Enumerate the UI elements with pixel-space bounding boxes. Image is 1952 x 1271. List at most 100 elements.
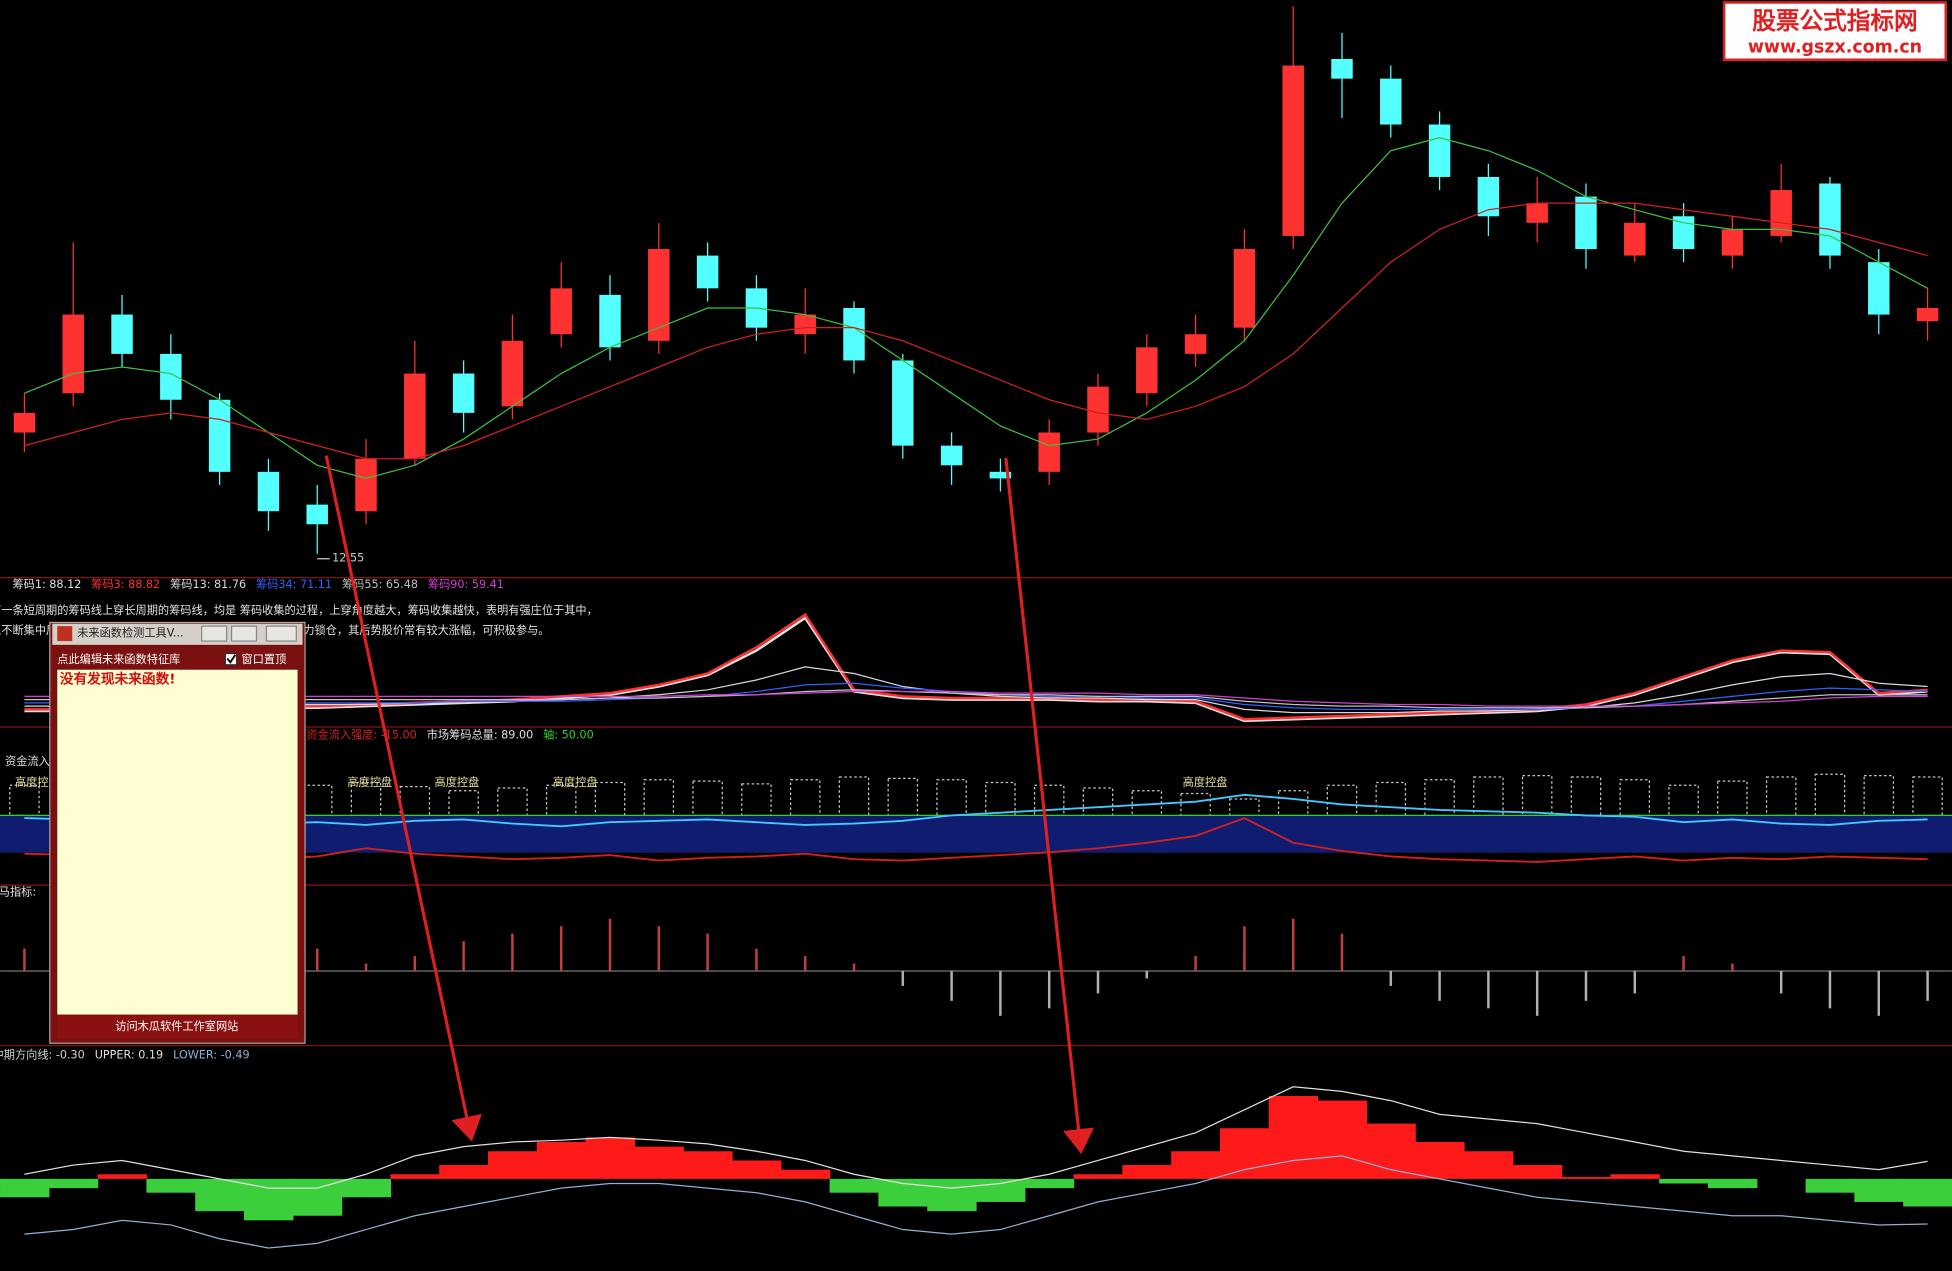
candle-body <box>208 399 231 472</box>
candle-body <box>550 288 572 335</box>
histogram-bar <box>23 948 26 971</box>
annotation: 高度控盘 <box>347 775 392 789</box>
histogram-bar <box>1096 970 1100 994</box>
pin-checkbox[interactable] <box>224 652 238 666</box>
area-step <box>1415 1142 1465 1179</box>
window-title: 未来函数检测工具V... <box>77 626 183 640</box>
moving-average <box>24 202 1928 460</box>
histogram-bar <box>1584 970 1588 1001</box>
annotation: 高度控盘 <box>553 775 598 789</box>
candle-body <box>892 360 914 446</box>
histogram-bar <box>1047 970 1051 1009</box>
histogram-bar <box>1194 956 1197 971</box>
chip-line <box>24 689 1928 709</box>
histogram-bar <box>1877 970 1881 1016</box>
histogram-bar <box>1487 970 1490 1009</box>
candle-body <box>696 255 719 289</box>
candle-body <box>1331 58 1353 79</box>
histogram-bar <box>1145 970 1149 979</box>
area-step <box>976 1178 1026 1202</box>
candle-body <box>452 373 475 413</box>
area-step <box>1073 1174 1124 1179</box>
bar <box>936 779 967 817</box>
bar <box>1619 779 1651 817</box>
area-step <box>1561 1177 1612 1179</box>
legend-item: 筹码13: 81.76 <box>170 577 246 591</box>
footer-bar[interactable] <box>57 1015 298 1039</box>
legend-item: 筹码34: 71.11 <box>256 577 332 591</box>
bar <box>692 780 723 817</box>
description: 有一条短周期的筹码线上穿长周期的筹码线，均是 筹码收集的过程，上穿角度越大，筹码… <box>0 603 598 617</box>
chip-line <box>24 616 1928 723</box>
bar <box>448 790 479 817</box>
histogram-bar <box>803 956 807 971</box>
candle-body <box>940 445 963 466</box>
edit-link[interactable]: 点此编辑未来函数特征库 <box>57 652 180 666</box>
area-step <box>1659 1178 1709 1184</box>
arrow <box>1004 457 1095 1154</box>
flow-band <box>0 815 1952 853</box>
flow-line <box>24 817 1928 863</box>
area-step <box>244 1178 294 1221</box>
band-line <box>24 1086 1928 1189</box>
candle-body <box>989 471 1012 479</box>
panel-label: 资金流入 <box>5 754 50 768</box>
footer-link[interactable]: 访问木瓜软件工作室网站 <box>115 1019 238 1033</box>
legend-item: 筹码90: 59.41 <box>428 577 504 591</box>
candle-body <box>1721 229 1744 256</box>
candle-body <box>794 314 816 335</box>
area-step <box>1903 1178 1952 1207</box>
candle-body <box>1477 176 1500 217</box>
annotation: 高度控盘 <box>1183 775 1228 789</box>
histogram-bar <box>901 970 905 986</box>
area-step <box>488 1151 538 1179</box>
candle-body <box>257 471 280 512</box>
area-step <box>683 1151 733 1179</box>
area-step <box>1463 1151 1514 1179</box>
histogram-bar <box>1535 970 1539 1016</box>
area-step <box>829 1178 880 1193</box>
candle-body <box>599 294 621 348</box>
candle-body <box>404 373 426 459</box>
area-step <box>585 1137 636 1179</box>
area-step <box>97 1174 148 1179</box>
maximize-button[interactable] <box>230 625 258 642</box>
legend-item: 筹码3: 88.82 <box>91 577 160 591</box>
area-step <box>1024 1178 1075 1189</box>
area-step <box>195 1178 245 1212</box>
candle-body <box>62 314 84 394</box>
annotation: 高度控盘 <box>435 775 480 789</box>
histogram-bar <box>706 933 709 971</box>
legend-item: 筹码1: 88.12 <box>12 577 81 591</box>
histogram-bar <box>608 918 612 971</box>
close-button[interactable] <box>265 625 297 642</box>
bar <box>643 779 675 817</box>
histogram-bar <box>1389 970 1393 986</box>
candle-body <box>843 308 865 361</box>
watermark: 股票公式指标网 www.gszx.com.cn <box>1722 1 1947 61</box>
histogram-bar <box>511 933 514 971</box>
area-step <box>48 1178 99 1189</box>
candle-body <box>1233 249 1256 328</box>
bar <box>1912 776 1943 817</box>
minimize-button[interactable] <box>201 625 228 642</box>
histogram-bar <box>1438 970 1441 1001</box>
arrow <box>324 455 482 1142</box>
area-step <box>1122 1165 1172 1179</box>
pin-label[interactable]: 窗口置顶 <box>242 652 287 666</box>
histogram-bar <box>999 970 1002 1016</box>
legend-item: 轴: 50.00 <box>543 728 594 742</box>
area-step <box>341 1178 392 1198</box>
bar <box>1717 780 1748 817</box>
histogram-bar <box>950 970 953 1001</box>
histogram-bar <box>1828 970 1832 1009</box>
app-icon <box>57 626 73 642</box>
bar <box>1277 790 1309 817</box>
histogram-bar <box>559 926 563 971</box>
bar <box>1765 776 1797 817</box>
histogram-bar <box>1340 933 1344 971</box>
histogram-bar <box>755 948 758 971</box>
candle-body <box>1136 347 1158 394</box>
histogram-bar <box>1243 926 1246 971</box>
